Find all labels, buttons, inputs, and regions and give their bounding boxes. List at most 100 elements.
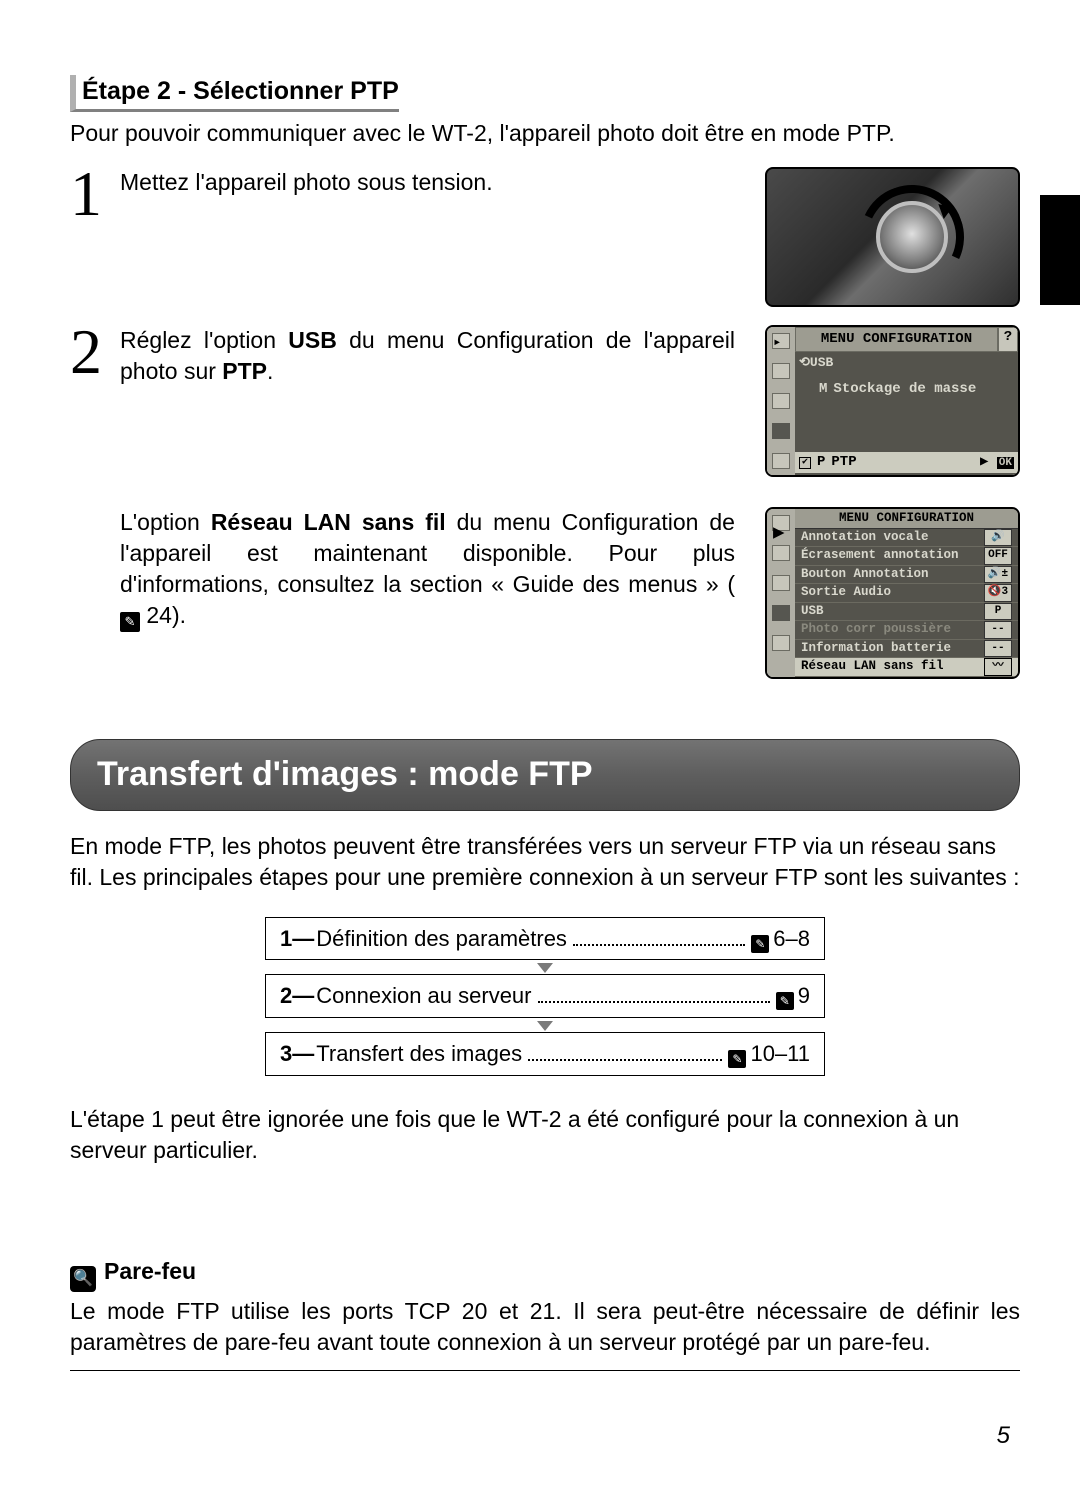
menu-tab-icon bbox=[772, 545, 790, 561]
menu-tab-icon bbox=[772, 423, 790, 439]
step-dots bbox=[538, 986, 770, 1004]
menu2-line-label: Bouton Annotation bbox=[801, 566, 929, 584]
step-dash: — bbox=[292, 981, 314, 1011]
text-fragment: . bbox=[267, 358, 273, 384]
ftp-steps-list: 1—Définition des paramètres✎6–82—Connexi… bbox=[265, 917, 825, 1076]
step-label: Transfert des images bbox=[316, 1039, 522, 1069]
parefeu-body: Le mode FTP utilise les ports TCP 20 et … bbox=[70, 1296, 1020, 1358]
camera-dial-icon bbox=[876, 201, 948, 273]
menu2-title: MENU CONFIGURATION bbox=[795, 509, 1018, 529]
step-number: 1 bbox=[280, 924, 292, 954]
menu2-line-value: P bbox=[984, 603, 1012, 621]
option-letter: P bbox=[817, 453, 825, 472]
menu2-line-label: Photo corr poussière bbox=[801, 621, 951, 639]
text-bold: Réseau LAN sans fil bbox=[211, 509, 446, 535]
step-pages: ✎6–8 bbox=[751, 924, 810, 954]
menu2-line-value: -- bbox=[984, 621, 1012, 639]
menu2-line-label: Réseau LAN sans fil bbox=[801, 658, 944, 676]
step-number: 3 bbox=[280, 1039, 292, 1069]
step-dash: — bbox=[292, 924, 314, 954]
option-text: Stockage de masse bbox=[833, 380, 976, 399]
magnifier-icon: 🔍 bbox=[70, 1266, 96, 1292]
ftp-note: L'étape 1 peut être ignorée une fois que… bbox=[70, 1104, 1020, 1166]
menu2-line: Écrasement annotation OFF bbox=[795, 547, 1018, 566]
footer-rule bbox=[70, 1370, 1020, 1371]
menu1-figure: ▸ MENU CONFIGURATION ? ⟲USB bbox=[765, 325, 1020, 477]
text-fragment: 24). bbox=[140, 602, 186, 628]
menu1-usb-label: ⟲USB bbox=[795, 352, 1018, 374]
menu2-line-label: Annotation vocale bbox=[801, 529, 929, 547]
help-icon: ? bbox=[998, 327, 1018, 352]
menu1-option-ptp: ✔ P PTP ▶ OK bbox=[795, 452, 1018, 473]
camera-figure bbox=[765, 167, 1020, 307]
menu2-line-value: 〰 bbox=[984, 658, 1012, 676]
menu2-line-label: USB bbox=[801, 603, 824, 621]
step-pages: ✎9 bbox=[776, 981, 810, 1011]
menu2-line-value: 🔊± bbox=[984, 566, 1012, 584]
page-number: 5 bbox=[997, 1420, 1010, 1452]
ok-label: OK bbox=[997, 457, 1014, 469]
check-icon: ✔ bbox=[799, 457, 811, 469]
page-ref-icon: ✎ bbox=[728, 1050, 746, 1068]
menu-tab-icon: ▸ bbox=[772, 333, 790, 349]
step-dash: — bbox=[292, 1039, 314, 1069]
step2-item1-text: Mettez l'appareil photo sous tension. bbox=[120, 167, 735, 198]
ftp-section-banner: Transfert d'images : mode FTP bbox=[70, 739, 1020, 811]
option-letter: M bbox=[819, 380, 827, 399]
menu2-line-value: 🔇3 bbox=[984, 584, 1012, 602]
menu2-body: MENU CONFIGURATION Annotation vocale🔊Écr… bbox=[795, 509, 1018, 677]
step-dots bbox=[528, 1043, 722, 1061]
menu2-line-value: OFF bbox=[984, 547, 1012, 565]
ftp-step: 1—Définition des paramètres ✎6–8 bbox=[265, 917, 825, 961]
menu2-line: Photo corr poussière -- bbox=[795, 621, 1018, 640]
menu2-line: Sortie Audio 🔇3 bbox=[795, 584, 1018, 603]
step-pages: ✎10–11 bbox=[728, 1039, 810, 1069]
menu-tab-icon bbox=[772, 635, 790, 651]
step-label: Connexion au serveur bbox=[316, 981, 531, 1011]
menu-tab-icon bbox=[772, 363, 790, 379]
menu2-line-value: 🔊 bbox=[984, 529, 1012, 547]
menu2-line: USB P bbox=[795, 603, 1018, 622]
menu1-body: ⟲USB M Stockage de masse ✔ P PTP bbox=[795, 352, 1018, 475]
menu1-title: MENU CONFIGURATION bbox=[795, 327, 998, 352]
menu2-line-label: Écrasement annotation bbox=[801, 547, 959, 565]
step2-item1-row: 1 Mettez l'appareil photo sous tension. bbox=[70, 167, 1020, 307]
menu2-line: Réseau LAN sans fil 〰 bbox=[795, 658, 1018, 677]
menu2-sidebar: ▸ bbox=[767, 509, 795, 677]
menu2-line: Information batterie -- bbox=[795, 640, 1018, 659]
parefeu-heading: Pare-feu bbox=[104, 1258, 196, 1284]
step-label: Définition des paramètres bbox=[316, 924, 567, 954]
step2-intro: Pour pouvoir communiquer avec le WT-2, l… bbox=[70, 118, 1020, 149]
menu1-option-mass: M Stockage de masse bbox=[815, 379, 1018, 400]
menu2-line-value: -- bbox=[984, 640, 1012, 658]
text-fragment: Réglez l'option bbox=[120, 327, 288, 353]
page: Étape 2 - Sélectionner PTP Pour pouvoir … bbox=[0, 0, 1080, 1411]
menu-tab-icon bbox=[772, 393, 790, 409]
step-dots bbox=[573, 928, 745, 946]
step-number: 2 bbox=[280, 981, 292, 1011]
text-bold: USB bbox=[288, 327, 337, 353]
step2-item2-number: 2 bbox=[70, 325, 110, 379]
arrow-down-icon bbox=[537, 963, 553, 973]
text-fragment: L'option bbox=[120, 509, 211, 535]
menu2-line: Annotation vocale 🔊 bbox=[795, 529, 1018, 548]
parefeu-heading-row: 🔍 Pare-feu bbox=[70, 1256, 1020, 1292]
step2-item2-text: Réglez l'option USB du menu Configuratio… bbox=[120, 325, 735, 387]
menu-tab-icon bbox=[772, 605, 790, 621]
page-ref-icon: ✎ bbox=[776, 992, 794, 1010]
ftp-step: 2—Connexion au serveur ✎9 bbox=[265, 974, 825, 1018]
menu-tab-icon: ▸ bbox=[772, 515, 790, 531]
menu2-figure: ▸ MENU CONFIGURATION Annotation vocale🔊É… bbox=[765, 507, 1020, 679]
arrow-down-icon bbox=[537, 1021, 553, 1031]
option-text: PTP bbox=[831, 453, 856, 472]
menu2-line-label: Information batterie bbox=[801, 640, 951, 658]
step2-item3-text: L'option Réseau LAN sans fil du menu Con… bbox=[120, 507, 735, 632]
menu2-line: Bouton Annotation 🔊± bbox=[795, 566, 1018, 585]
menu-tab-icon bbox=[772, 575, 790, 591]
arrow-icon: ▶ bbox=[980, 454, 988, 470]
page-ref-icon: ✎ bbox=[751, 935, 769, 953]
menu2-line-label: Sortie Audio bbox=[801, 584, 891, 602]
menu-tab-icon bbox=[772, 453, 790, 469]
step2-heading: Étape 2 - Sélectionner PTP bbox=[70, 75, 399, 112]
text-bold: PTP bbox=[222, 358, 267, 384]
